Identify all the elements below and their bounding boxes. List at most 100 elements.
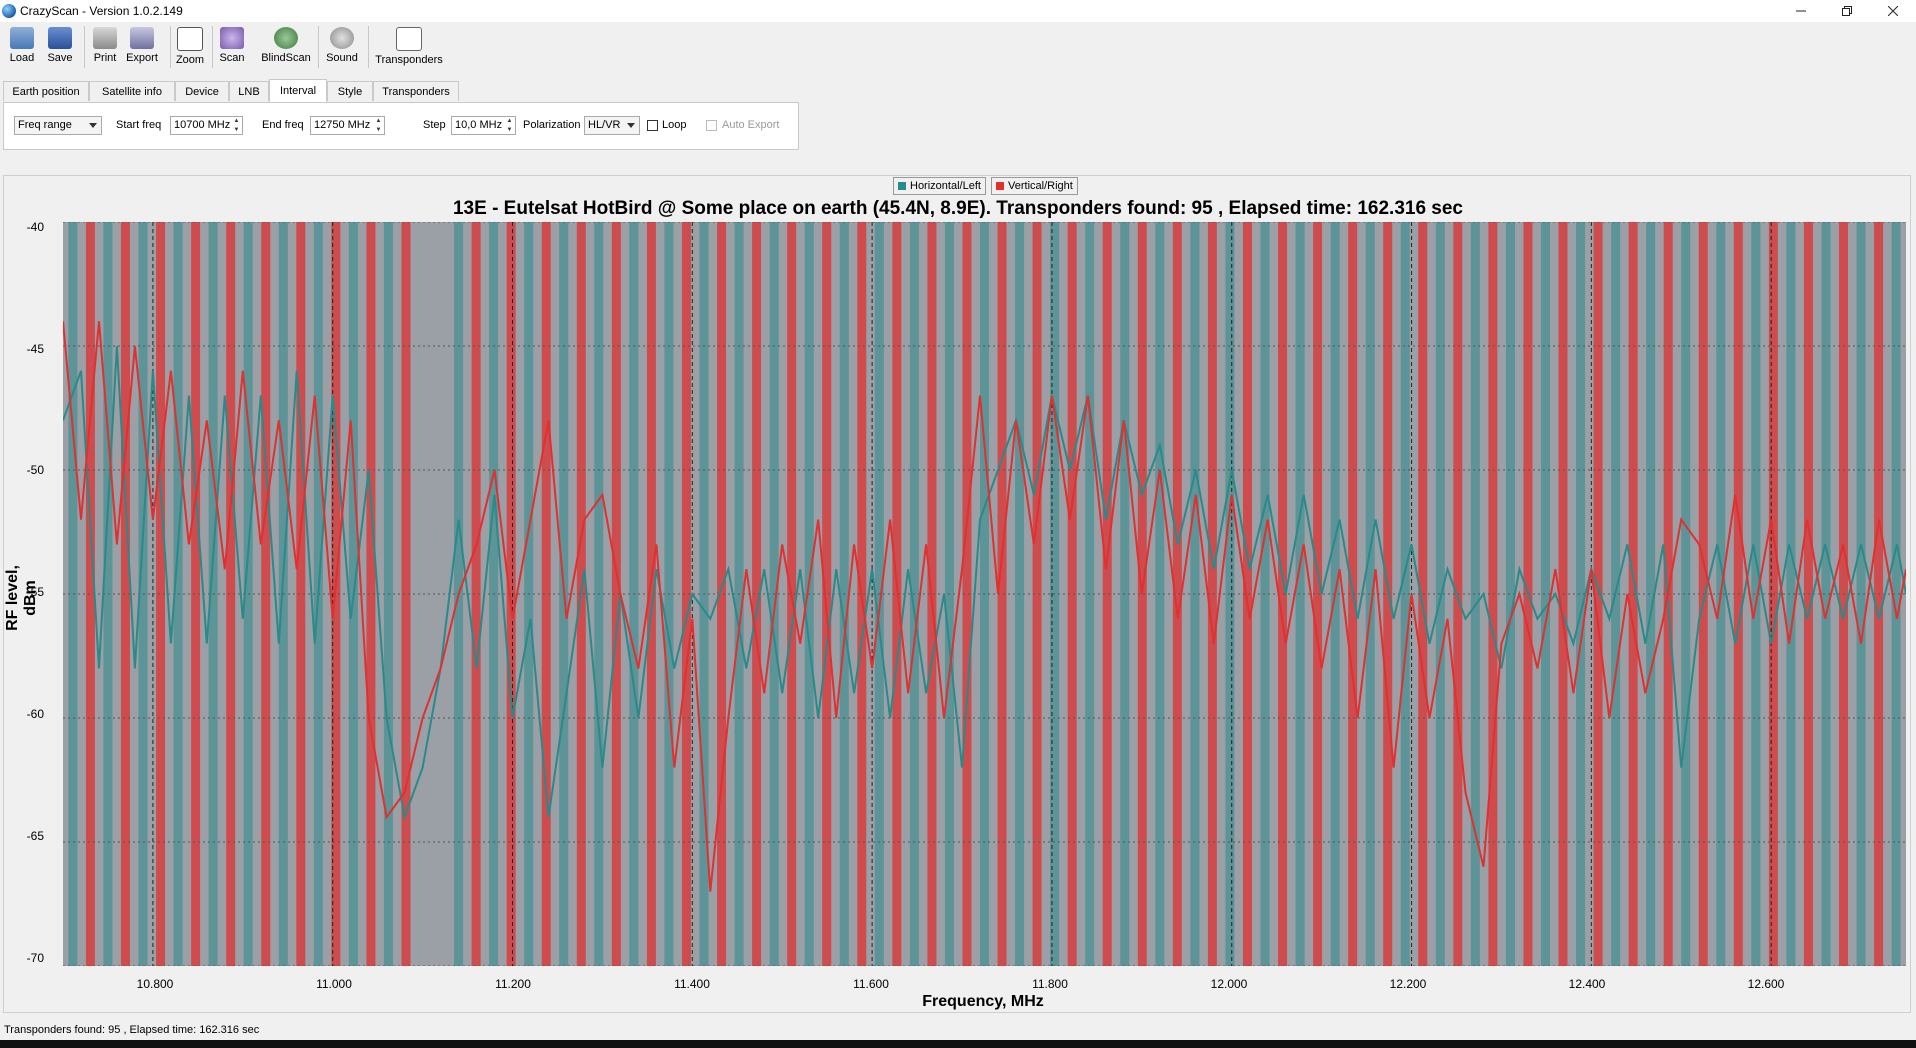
sound-button[interactable]: Sound [324, 24, 360, 70]
interval-mode-select[interactable]: Freq range [14, 116, 102, 135]
spin-up-icon[interactable]: ▲ [233, 117, 240, 124]
minimize-button[interactable] [1778, 0, 1824, 22]
transponder-band [401, 222, 411, 966]
start-freq-spinbox[interactable]: 10700 MHz ▲ ▼ [170, 116, 243, 135]
chevron-down-icon [89, 123, 97, 128]
x-axis-label: Frequency, MHz [922, 993, 1044, 1010]
spin-up-icon[interactable]: ▲ [506, 117, 513, 124]
restore-button[interactable] [1824, 0, 1870, 22]
load-button[interactable]: Load [6, 24, 38, 70]
blindscan-label: BlindScan [261, 52, 311, 64]
load-label: Load [9, 52, 35, 64]
transponder-band [997, 222, 1007, 966]
scan-button[interactable]: Scan [216, 24, 248, 70]
tab-label: LNB [238, 85, 260, 98]
step-label: Step [423, 119, 446, 131]
legend-horizontal-label: Horizontal/Left [910, 180, 981, 192]
blindscan-button[interactable]: BlindScan [260, 24, 312, 70]
loop-checkbox[interactable] [647, 120, 658, 131]
tab-interval[interactable]: Interval [269, 79, 327, 102]
transponder-band [191, 222, 201, 966]
transponder-band [1488, 222, 1498, 966]
x-tick-label: 11.200 [495, 977, 531, 991]
tab-satellite-info[interactable]: Satellite info [89, 81, 175, 101]
transponder-band [120, 222, 130, 966]
spectrum-plot[interactable] [63, 222, 1906, 966]
y-tick-label: -50 [26, 463, 44, 477]
polarization-value: HL/VR [588, 119, 621, 131]
zoom-button[interactable]: Zoom [174, 24, 206, 70]
satellite-dish-icon [274, 27, 298, 49]
minimize-icon [1796, 10, 1806, 12]
transponder-band [1260, 222, 1270, 966]
polarization-label: Polarization [523, 119, 581, 131]
window-title: CrazyScan - Version 1.0.2.149 [20, 4, 183, 18]
legend-horizontal[interactable]: Horizontal/Left [893, 177, 986, 195]
transponder-band [681, 222, 691, 966]
transponder-band [717, 222, 727, 966]
transponder-band [1821, 222, 1831, 966]
chevron-down-icon [627, 123, 635, 128]
tab-label: Transponders [382, 85, 450, 98]
legend-vertical[interactable]: Vertical/Right [991, 177, 1078, 195]
end-freq-spinbox[interactable]: 12750 MHz ▲ ▼ [310, 116, 385, 135]
tab-style[interactable]: Style [327, 81, 373, 101]
step-spinbox[interactable]: 10,0 MHz ▲ ▼ [451, 116, 516, 135]
auto-export-checkbox[interactable] [706, 120, 717, 131]
spectrum-icon [396, 27, 422, 51]
y-tick-label: -70 [26, 951, 44, 965]
transponder-band [1540, 222, 1550, 966]
spin-down-icon[interactable]: ▼ [233, 126, 240, 133]
spin-down-icon[interactable]: ▼ [375, 126, 382, 133]
restore-icon [1842, 6, 1852, 16]
toolbar-separator [318, 26, 319, 68]
transponder-band [1278, 222, 1288, 966]
transponder-band [1102, 222, 1112, 966]
scan-icon [220, 27, 244, 49]
transponder-band [611, 222, 621, 966]
transponder-band [471, 222, 481, 966]
tab-transponders[interactable]: Transponders [373, 81, 459, 101]
app-globe-icon [2, 4, 16, 18]
tab-label: Earth position [12, 85, 80, 98]
export-button[interactable]: Export [124, 24, 160, 70]
start-freq-value: 10700 MHz [174, 119, 231, 131]
transponder-band [1453, 222, 1463, 966]
spin-down-icon[interactable]: ▼ [506, 126, 513, 133]
tab-device[interactable]: Device [175, 81, 229, 101]
polarization-select[interactable]: HL/VR [584, 116, 640, 135]
status-text: Transponders found: 95 , Elapsed time: 1… [4, 1024, 260, 1036]
x-tick-label: 11.400 [674, 977, 710, 991]
spin-up-icon[interactable]: ▲ [375, 117, 382, 124]
start-freq-label: Start freq [116, 119, 162, 131]
print-button[interactable]: Print [88, 24, 122, 70]
transponder-band [1856, 222, 1866, 966]
transponder-band [1067, 222, 1077, 966]
transponder-band [1313, 222, 1323, 966]
transponder-band [1470, 222, 1480, 966]
scan-label: Scan [219, 52, 245, 64]
transponder-band [1383, 222, 1393, 966]
save-button[interactable]: Save [44, 24, 76, 70]
x-tick-label: 12.400 [1568, 977, 1606, 991]
transponders-button[interactable]: Transponders [374, 24, 444, 70]
y-tick-label: -40 [26, 220, 44, 234]
tab-lnb[interactable]: LNB [229, 81, 269, 101]
transponder-band [85, 222, 95, 966]
interval-panel: Freq range Start freq 10700 MHz ▲ ▼ End f… [3, 102, 799, 150]
toolbar-separator [368, 26, 369, 68]
transponder-band [822, 222, 832, 966]
save-label: Save [47, 52, 73, 64]
legend-vertical-label: Vertical/Right [1008, 180, 1073, 192]
transponder-band [962, 222, 972, 966]
transponders-label: Transponders [375, 54, 443, 66]
x-tick-label: 12.200 [1389, 977, 1427, 991]
end-freq-value: 12750 MHz [314, 119, 371, 131]
tab-earth-position[interactable]: Earth position [3, 81, 89, 101]
transponder-band [541, 222, 551, 966]
zoom-label: Zoom [175, 54, 205, 66]
legend-swatch [996, 182, 1004, 190]
transponder-band [1891, 222, 1901, 966]
close-button[interactable] [1870, 0, 1916, 22]
tab-label: Satellite info [102, 85, 162, 98]
